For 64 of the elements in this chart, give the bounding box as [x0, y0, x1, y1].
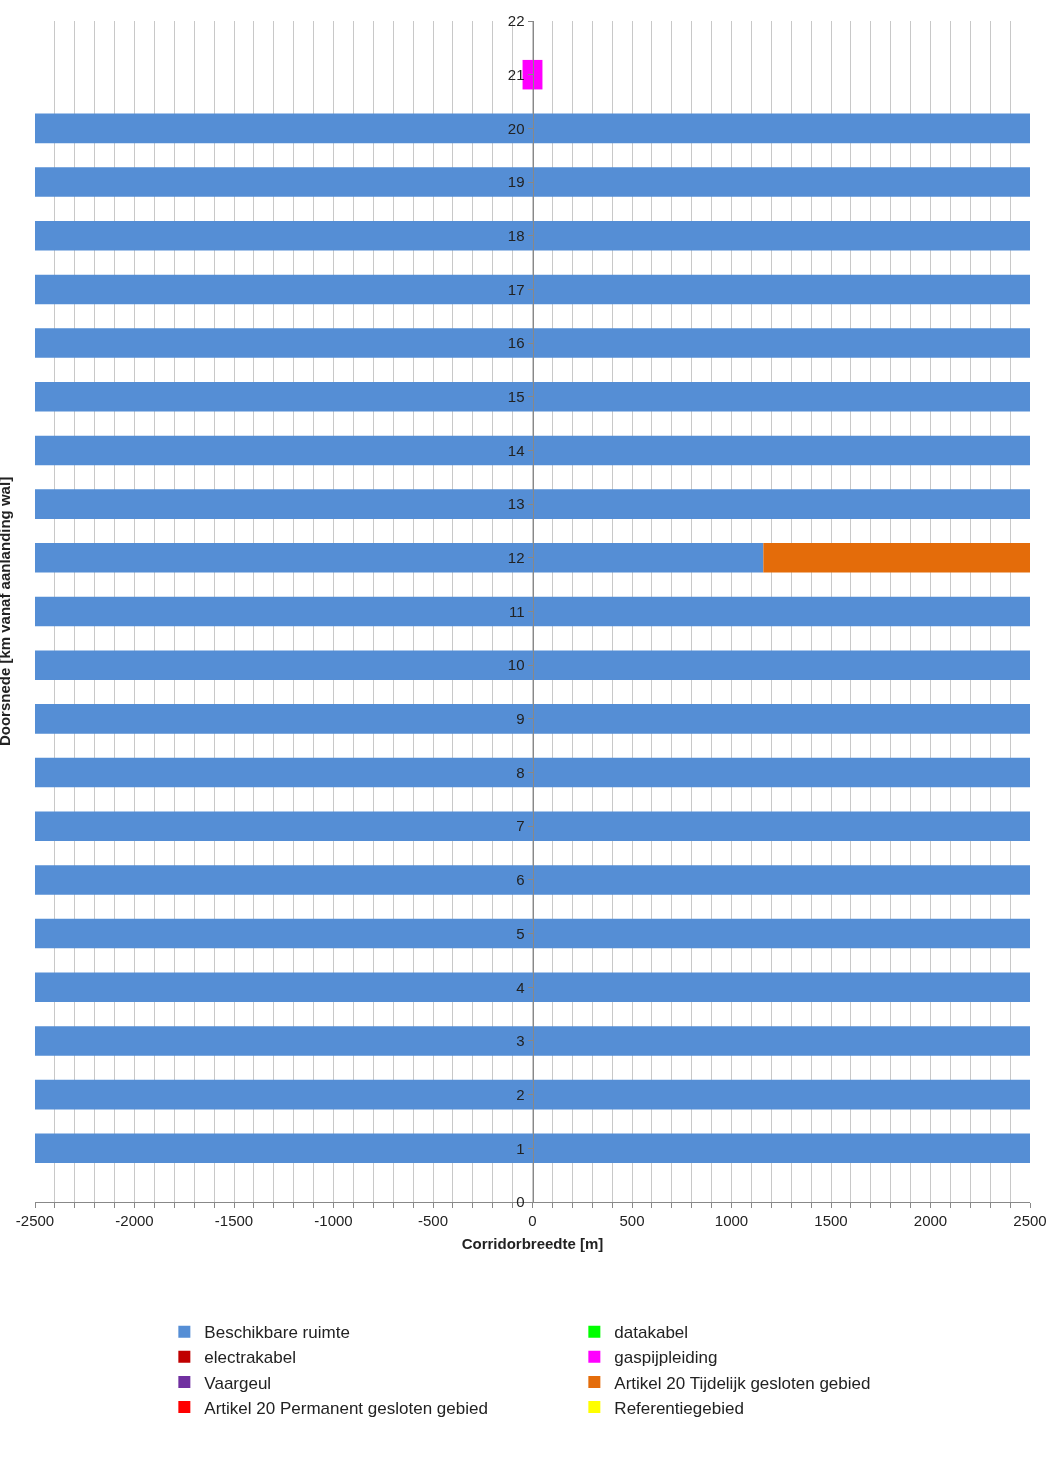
y-tick-label: 14 [507, 441, 525, 459]
y-tick-label: 9 [516, 710, 525, 728]
x-tick-label: 1500 [814, 1212, 848, 1229]
y-tick-label: 3 [516, 1032, 525, 1050]
x-tick-label: 2500 [1013, 1212, 1047, 1229]
legend-label: electrakabel [204, 1348, 297, 1368]
legend-label: Vaargeul [204, 1373, 272, 1393]
x-tick-label: 2000 [913, 1212, 948, 1229]
y-tick-label: 22 [507, 12, 525, 30]
bar [35, 220, 1030, 251]
y-tick-label: 16 [507, 334, 525, 352]
bar [35, 274, 1030, 305]
bar [35, 543, 764, 573]
bar [35, 328, 1030, 358]
bar [35, 918, 1030, 949]
y-tick-label: 18 [507, 226, 525, 244]
y-tick-label: 2 [516, 1085, 525, 1103]
bar [35, 704, 1030, 734]
x-tick-label: -500 [417, 1212, 449, 1229]
y-tick-label: 20 [507, 119, 525, 137]
y-tick-label: 7 [516, 817, 525, 835]
bar [35, 167, 1030, 197]
bar [35, 650, 1030, 680]
legend-label: datakabel [614, 1323, 689, 1343]
bar [35, 113, 1030, 144]
y-tick-label: 10 [507, 656, 525, 674]
bar [35, 865, 1030, 895]
bar [35, 596, 1030, 627]
y-tick-label: 4 [516, 978, 525, 996]
x-tick-label: -1000 [314, 1212, 353, 1229]
y-tick-label: 17 [507, 280, 525, 298]
y-tick-label: 15 [507, 388, 525, 406]
bar [35, 1133, 1030, 1164]
x-axis-title: Corridorbreedte [m] [461, 1235, 604, 1252]
legend-label: Artikel 20 Tijdelijk gesloten gebied [614, 1373, 871, 1393]
legend-label: Beschikbare ruimte [204, 1323, 350, 1343]
y-tick-label: 13 [507, 495, 525, 513]
y-tick-label: 12 [507, 549, 525, 567]
bar [35, 811, 1030, 841]
legend-label: Referentiegebied [614, 1398, 744, 1418]
legend-label: Artikel 20 Permanent gesloten gebied [204, 1398, 488, 1418]
y-tick-label: 8 [516, 763, 525, 781]
legend-label: gaspijpleiding [614, 1348, 718, 1368]
y-tick-label: 0 [516, 1193, 525, 1211]
x-tick-label: -2000 [115, 1212, 154, 1229]
y-tick-label: 5 [516, 924, 525, 942]
bar [35, 435, 1030, 466]
x-tick-label: 0 [528, 1212, 537, 1229]
bar [763, 543, 1030, 573]
bar [35, 1079, 1030, 1110]
bar [35, 489, 1030, 519]
y-tick-label: 19 [507, 173, 525, 191]
bar [35, 1026, 1030, 1056]
x-tick-label: -2500 [15, 1212, 55, 1229]
y-tick-label: 6 [516, 871, 525, 889]
y-tick-label: 11 [508, 602, 525, 620]
y-tick-label: 1 [516, 1139, 525, 1157]
bar [35, 757, 1030, 788]
y-axis-title: Doorsnede [km vanaf aanlanding wal] [0, 476, 14, 747]
x-tick-label: 1000 [714, 1212, 749, 1229]
x-tick-label: -1500 [214, 1212, 254, 1229]
x-tick-label: 500 [619, 1212, 645, 1229]
bar [35, 972, 1030, 1003]
bar [35, 382, 1030, 412]
